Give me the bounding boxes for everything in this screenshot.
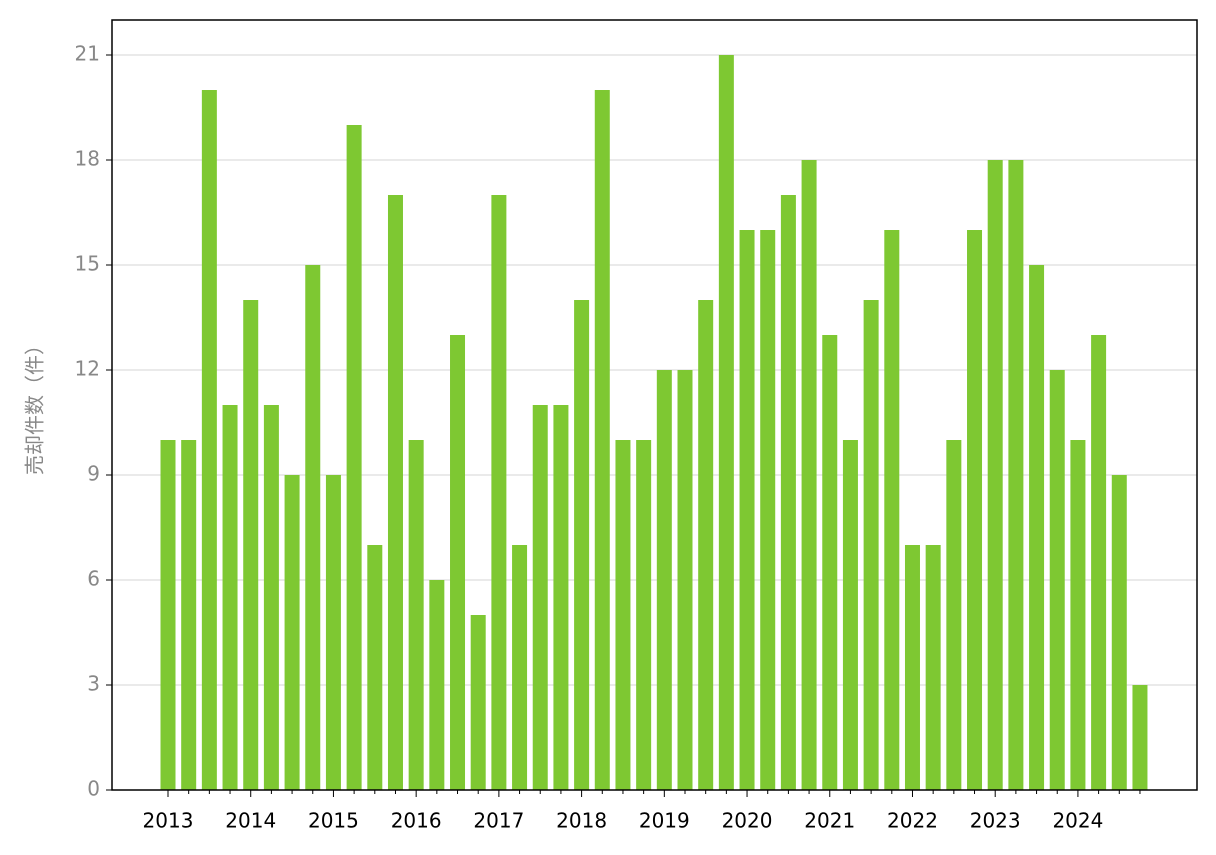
y-tick-label: 0 xyxy=(87,777,100,801)
y-tick-label: 6 xyxy=(87,567,100,591)
x-tick-label: 2022 xyxy=(887,809,938,833)
y-tick-label: 3 xyxy=(87,672,100,696)
bar xyxy=(739,230,755,790)
bar xyxy=(801,160,817,790)
bar xyxy=(842,440,858,790)
x-tick-label: 2013 xyxy=(143,809,194,833)
bar xyxy=(987,160,1003,790)
bar xyxy=(429,580,445,790)
bar xyxy=(284,475,300,790)
bar xyxy=(512,545,528,790)
bar xyxy=(822,335,838,790)
bar xyxy=(698,300,714,790)
bar xyxy=(925,545,941,790)
bar xyxy=(904,545,920,790)
y-axis-label: 売却件数（件） xyxy=(23,335,47,475)
bar xyxy=(1049,370,1065,790)
bar xyxy=(1111,475,1127,790)
y-tick-label: 12 xyxy=(75,357,100,381)
bar xyxy=(884,230,900,790)
bar xyxy=(1029,265,1045,790)
x-tick-label: 2015 xyxy=(308,809,359,833)
bar xyxy=(574,300,590,790)
bar xyxy=(615,440,631,790)
bar xyxy=(450,335,466,790)
bar xyxy=(470,615,486,790)
x-tick-label: 2020 xyxy=(722,809,773,833)
bar xyxy=(387,195,403,790)
y-tick-label: 21 xyxy=(75,42,100,66)
x-tick-label: 2017 xyxy=(473,809,524,833)
bar xyxy=(760,230,776,790)
bar xyxy=(677,370,693,790)
bar xyxy=(780,195,796,790)
bar xyxy=(243,300,259,790)
bar xyxy=(532,405,548,790)
x-tick-label: 2023 xyxy=(970,809,1021,833)
bar xyxy=(1132,685,1148,790)
x-tick-label: 2019 xyxy=(639,809,690,833)
bar xyxy=(718,55,734,790)
bar xyxy=(325,475,341,790)
plot-frame xyxy=(111,19,1198,791)
bar xyxy=(491,195,507,790)
bar xyxy=(967,230,983,790)
x-tick-label: 2014 xyxy=(225,809,276,833)
bar xyxy=(656,370,672,790)
x-tick-label: 2018 xyxy=(556,809,607,833)
bar xyxy=(181,440,197,790)
bar xyxy=(1008,160,1024,790)
bar xyxy=(222,405,238,790)
bar xyxy=(946,440,962,790)
bar xyxy=(553,405,569,790)
bar xyxy=(636,440,652,790)
bar xyxy=(367,545,383,790)
bar xyxy=(594,90,610,790)
bar xyxy=(408,440,424,790)
y-tick-label: 15 xyxy=(75,252,100,276)
bar xyxy=(346,125,362,790)
x-tick-label: 2016 xyxy=(391,809,442,833)
x-tick-label: 2021 xyxy=(804,809,855,833)
x-tick-label: 2024 xyxy=(1052,809,1103,833)
bar xyxy=(201,90,217,790)
bar xyxy=(863,300,879,790)
bar xyxy=(1070,440,1086,790)
y-tick-label: 18 xyxy=(75,147,100,171)
y-tick-label: 9 xyxy=(87,462,100,486)
bar xyxy=(1091,335,1107,790)
bar xyxy=(160,440,176,790)
bar xyxy=(305,265,321,790)
bar xyxy=(263,405,279,790)
